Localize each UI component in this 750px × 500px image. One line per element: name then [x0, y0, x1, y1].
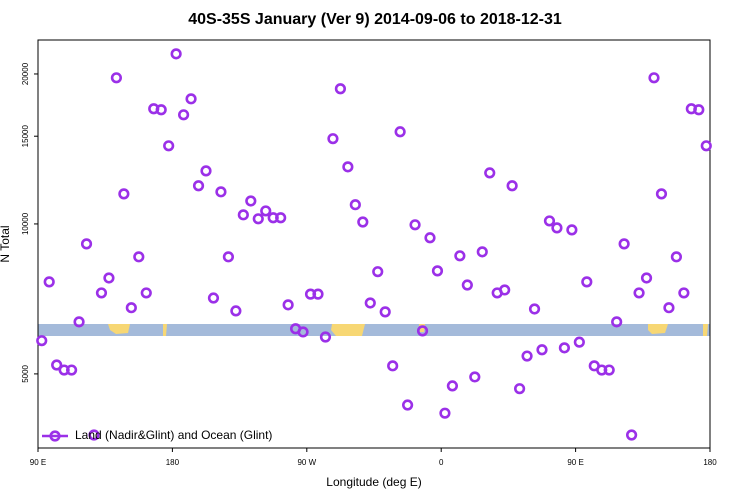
point	[633, 287, 645, 299]
point	[297, 326, 309, 338]
point	[192, 180, 205, 192]
point	[155, 104, 167, 116]
point	[543, 215, 556, 227]
point	[118, 188, 130, 200]
point	[439, 407, 451, 419]
point	[618, 238, 630, 250]
point	[200, 165, 212, 177]
point	[513, 383, 526, 395]
point	[342, 161, 354, 173]
point	[364, 297, 376, 309]
point	[611, 316, 623, 328]
point	[372, 266, 384, 278]
x-tick-label: 90 E	[30, 458, 46, 467]
point	[461, 279, 473, 291]
x-tick-label: 90 W	[297, 458, 316, 467]
point	[230, 305, 242, 317]
point	[357, 216, 369, 228]
y-tick-label: 5000	[21, 364, 30, 382]
legend-label: Land (Nadir&Glint) and Ocean (Glint)	[75, 428, 272, 442]
point	[312, 288, 324, 300]
point	[581, 276, 593, 288]
y-tick-label: 20000	[21, 62, 30, 85]
point	[678, 287, 690, 299]
point	[573, 336, 585, 348]
point	[394, 126, 406, 138]
point	[528, 303, 541, 315]
point	[140, 287, 152, 299]
point	[409, 219, 421, 231]
x-tick-label: 180	[703, 458, 717, 467]
point	[207, 292, 220, 304]
legend-marker	[49, 430, 61, 442]
point	[402, 399, 414, 411]
point	[424, 232, 436, 244]
point	[454, 250, 466, 262]
point	[625, 429, 638, 441]
point	[185, 93, 197, 105]
point	[700, 140, 712, 152]
point	[73, 316, 85, 328]
point	[693, 104, 705, 116]
y-tick-label: 15000	[21, 125, 30, 148]
x-tick-label: 180	[166, 458, 180, 467]
point	[469, 371, 481, 383]
point	[416, 325, 429, 337]
point	[446, 380, 459, 392]
y-tick-label: 10000	[21, 212, 30, 235]
point	[170, 48, 182, 60]
point	[640, 272, 653, 284]
point	[215, 186, 227, 198]
point	[387, 360, 399, 372]
x-tick-label: 0	[439, 458, 444, 467]
point	[222, 251, 234, 263]
point	[536, 344, 548, 356]
point	[551, 222, 563, 234]
chart-title: 40S-35S January (Ver 9) 2014-09-06 to 20…	[188, 11, 562, 28]
point	[603, 364, 615, 376]
point	[349, 199, 361, 211]
map-strip	[38, 324, 710, 336]
y-axis-label: N Total	[0, 225, 12, 262]
point	[670, 251, 683, 263]
point	[379, 306, 391, 318]
point	[163, 140, 175, 152]
point	[558, 342, 571, 354]
plot-frame	[37, 39, 711, 449]
point	[51, 359, 63, 371]
x-axis-label: Longitude (deg E)	[326, 475, 421, 489]
point	[282, 299, 294, 311]
point	[655, 188, 668, 200]
point	[431, 265, 444, 277]
point	[43, 276, 55, 288]
point	[319, 331, 332, 343]
point	[566, 224, 578, 236]
point	[237, 209, 249, 221]
point	[103, 272, 115, 284]
point	[648, 72, 660, 84]
x-tick-label: 90 E	[567, 458, 583, 467]
point	[327, 133, 339, 145]
point	[260, 205, 272, 217]
point	[133, 251, 145, 263]
point	[275, 212, 287, 224]
point	[499, 284, 511, 296]
point	[484, 167, 496, 179]
point	[252, 213, 264, 225]
point	[334, 83, 347, 95]
point	[65, 364, 78, 376]
point	[663, 302, 675, 314]
point	[521, 350, 533, 362]
point	[88, 429, 100, 441]
point	[110, 72, 122, 84]
point	[506, 180, 518, 192]
point	[245, 195, 257, 207]
point	[125, 302, 137, 314]
point	[476, 246, 488, 258]
point	[95, 287, 108, 299]
point	[80, 238, 93, 250]
point	[36, 335, 48, 347]
point	[178, 109, 190, 121]
